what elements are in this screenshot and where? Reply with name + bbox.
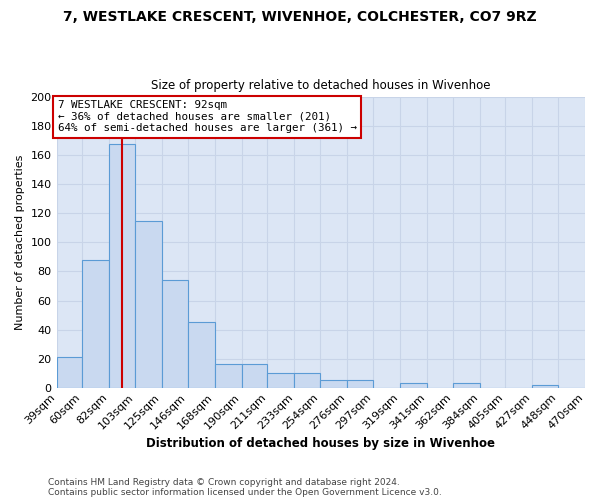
Text: 7, WESTLAKE CRESCENT, WIVENHOE, COLCHESTER, CO7 9RZ: 7, WESTLAKE CRESCENT, WIVENHOE, COLCHEST… — [63, 10, 537, 24]
Title: Size of property relative to detached houses in Wivenhoe: Size of property relative to detached ho… — [151, 79, 491, 92]
Bar — [188, 322, 215, 388]
X-axis label: Distribution of detached houses by size in Wivenhoe: Distribution of detached houses by size … — [146, 437, 495, 450]
Y-axis label: Number of detached properties: Number of detached properties — [15, 155, 25, 330]
Bar — [452, 384, 479, 388]
Bar — [320, 380, 347, 388]
Bar — [347, 380, 373, 388]
Bar — [109, 144, 135, 388]
Bar — [82, 260, 109, 388]
Bar — [56, 357, 82, 388]
Bar — [268, 373, 295, 388]
Text: Contains HM Land Registry data © Crown copyright and database right 2024.
Contai: Contains HM Land Registry data © Crown c… — [48, 478, 442, 497]
Bar — [162, 280, 188, 388]
Bar — [532, 384, 558, 388]
Text: 7 WESTLAKE CRESCENT: 92sqm
← 36% of detached houses are smaller (201)
64% of sem: 7 WESTLAKE CRESCENT: 92sqm ← 36% of deta… — [58, 100, 357, 134]
Bar — [135, 220, 162, 388]
Bar — [400, 384, 427, 388]
Bar — [295, 373, 320, 388]
Bar — [242, 364, 268, 388]
Bar — [215, 364, 242, 388]
